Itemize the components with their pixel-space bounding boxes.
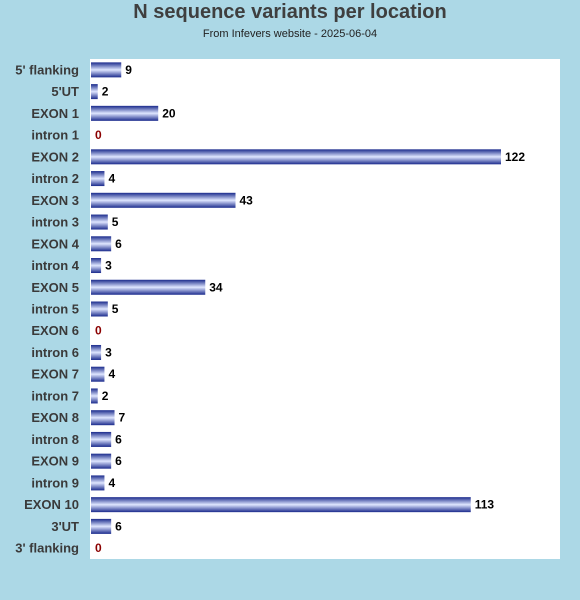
value-label: 122 bbox=[505, 150, 525, 164]
category-label: intron 8 bbox=[31, 432, 79, 447]
chart-title: N sequence variants per location bbox=[133, 1, 447, 23]
value-label: 6 bbox=[115, 237, 122, 251]
category-label: EXON 8 bbox=[31, 410, 79, 425]
category-label: EXON 10 bbox=[24, 497, 79, 512]
bar bbox=[91, 279, 206, 295]
plot-area bbox=[90, 59, 560, 559]
value-label: 7 bbox=[119, 411, 126, 425]
category-label: EXON 7 bbox=[31, 367, 79, 382]
category-label: intron 6 bbox=[31, 345, 79, 360]
bar bbox=[91, 236, 112, 252]
bar bbox=[91, 518, 112, 534]
value-label: 0 bbox=[95, 324, 102, 338]
category-label: intron 7 bbox=[31, 388, 79, 403]
category-label: EXON 6 bbox=[31, 323, 79, 338]
bar bbox=[91, 497, 471, 513]
category-label: intron 3 bbox=[31, 215, 79, 230]
bar bbox=[91, 214, 108, 230]
bar bbox=[91, 192, 236, 208]
category-label: EXON 2 bbox=[31, 149, 79, 164]
value-label: 9 bbox=[125, 63, 132, 77]
value-label: 5 bbox=[112, 215, 119, 229]
category-label: 3' flanking bbox=[15, 541, 79, 556]
category-label: EXON 4 bbox=[31, 236, 79, 251]
bar bbox=[91, 431, 112, 447]
category-label: EXON 3 bbox=[31, 193, 79, 208]
bar bbox=[91, 258, 102, 274]
bar bbox=[91, 149, 501, 165]
bar bbox=[91, 388, 98, 404]
value-label: 2 bbox=[102, 85, 109, 99]
value-label: 6 bbox=[115, 454, 122, 468]
value-label: 3 bbox=[105, 345, 112, 359]
category-label: intron 9 bbox=[31, 475, 79, 490]
category-label: 5' flanking bbox=[15, 62, 79, 77]
value-label: 6 bbox=[115, 519, 122, 533]
category-label: EXON 5 bbox=[31, 280, 79, 295]
category-label: 3'UT bbox=[51, 519, 79, 534]
category-label: intron 2 bbox=[31, 171, 79, 186]
bar bbox=[91, 475, 105, 491]
value-label: 43 bbox=[240, 193, 254, 207]
value-label: 113 bbox=[475, 498, 495, 512]
bar bbox=[91, 62, 122, 78]
bar bbox=[91, 301, 108, 317]
value-label: 20 bbox=[162, 106, 176, 120]
category-label: 5'UT bbox=[51, 84, 79, 99]
bars-layer bbox=[91, 62, 501, 534]
value-label: 5 bbox=[112, 302, 119, 316]
value-label: 0 bbox=[95, 541, 102, 555]
bar bbox=[91, 84, 98, 100]
value-label: 34 bbox=[209, 280, 223, 294]
bar bbox=[91, 410, 115, 426]
value-label: 2 bbox=[102, 389, 109, 403]
category-label: intron 4 bbox=[31, 258, 79, 273]
bar bbox=[91, 453, 112, 469]
category-label: EXON 9 bbox=[31, 454, 79, 469]
bar bbox=[91, 171, 105, 187]
value-label: 4 bbox=[108, 172, 115, 186]
value-label: 0 bbox=[95, 128, 102, 142]
category-label: intron 5 bbox=[31, 302, 79, 317]
value-label: 6 bbox=[115, 432, 122, 446]
bar bbox=[91, 344, 102, 360]
bar bbox=[91, 366, 105, 382]
category-labels: 5' flanking 5'UT EXON 1 intron 1 EXON 2 intro… bbox=[15, 62, 80, 555]
value-label: 3 bbox=[105, 259, 112, 273]
category-label: EXON 1 bbox=[31, 106, 79, 121]
chart-subtitle: From Infevers website - 2025-06-04 bbox=[202, 28, 378, 40]
value-label: 4 bbox=[108, 367, 115, 381]
category-label: intron 1 bbox=[31, 128, 79, 143]
bar bbox=[91, 105, 159, 121]
value-label: 4 bbox=[108, 476, 115, 490]
